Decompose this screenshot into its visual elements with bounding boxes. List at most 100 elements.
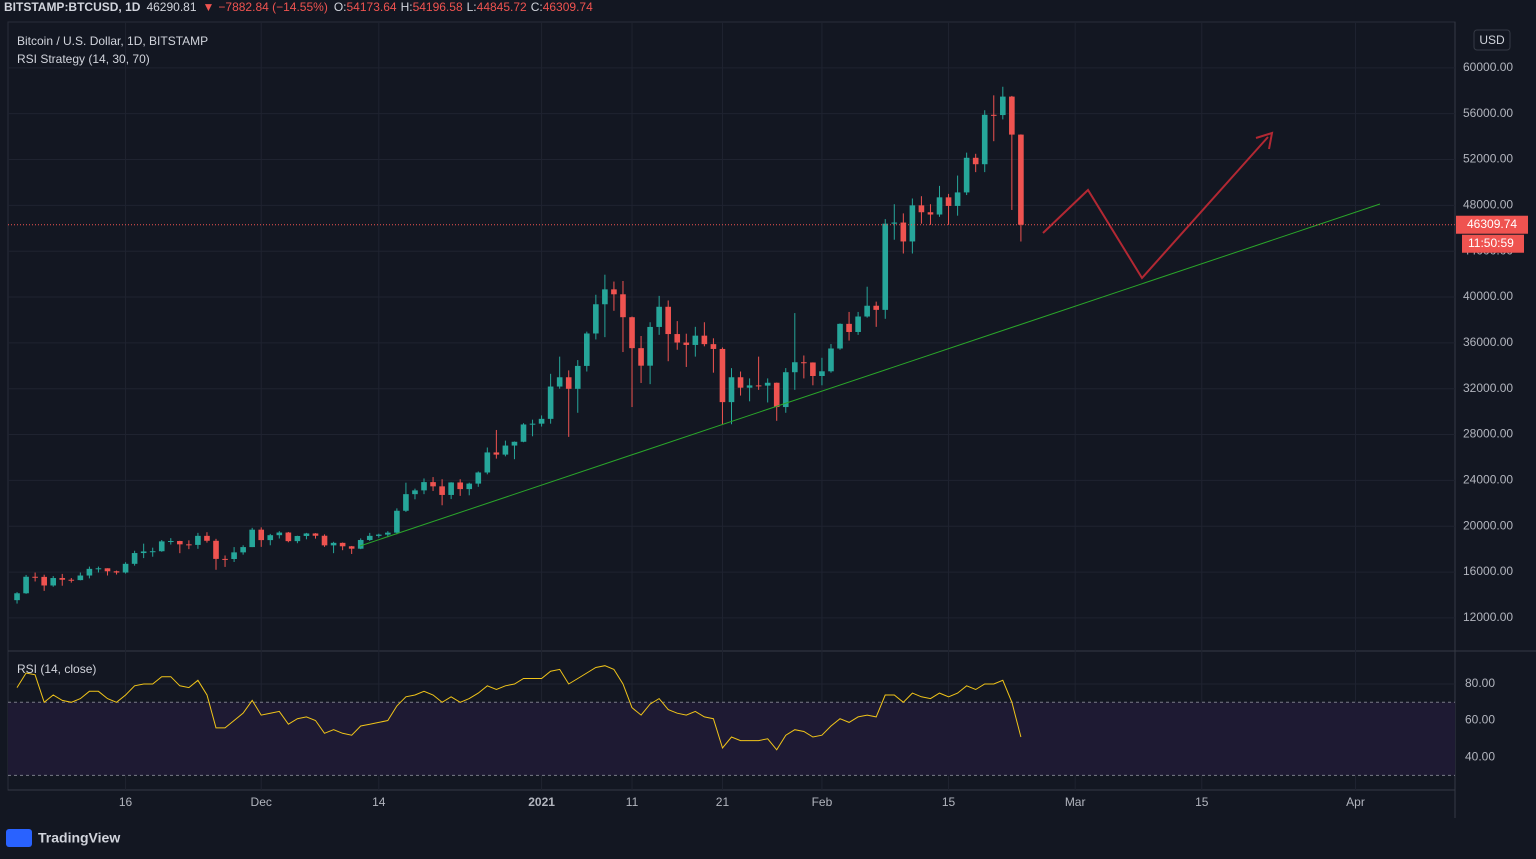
candle-body [177,541,183,545]
candle-body [529,423,536,425]
x-tick-label: Mar [1065,795,1086,809]
rsi-title: RSI (14, close) [17,662,96,676]
candle-body [213,540,219,559]
candle-body [348,546,355,549]
candle-body [737,377,744,388]
candle-body [900,222,907,242]
close-label: C: [531,0,543,14]
low-value: 44845.72 [477,0,527,14]
candle-body [855,316,861,332]
candle-body [710,344,717,349]
candle-body [1018,134,1024,225]
currency[interactable]: USD [1479,33,1505,47]
open-value: 54173.64 [347,0,397,14]
candle-body [502,445,509,455]
candle-body [104,568,111,572]
change: −7882.84 (−14.55%) [218,0,327,14]
trend-line[interactable] [359,203,1381,547]
footer-brand[interactable]: TradingView [38,830,120,846]
countdown-box [1462,234,1524,253]
candle-body [421,482,427,491]
candle-body [547,386,554,419]
candle-body [59,578,66,580]
candles [14,86,1024,604]
candle-body [240,547,246,553]
candle-body [927,212,934,215]
y-tick-label: 56000.00 [1463,106,1513,120]
candle-body [683,342,690,345]
candle-body [674,334,681,343]
candle-body [656,306,662,327]
candle-body [990,114,997,116]
y-tick-label: 28000.00 [1463,427,1513,441]
candle-body [755,385,762,387]
y-tick-label: 24000.00 [1463,473,1513,487]
candle-body [339,542,346,547]
candle-body [882,223,889,310]
candle-body [149,551,156,553]
projection-path[interactable] [1042,136,1269,280]
y-tick-label: 48000.00 [1463,198,1513,212]
x-tick-label: 21 [716,795,730,809]
candle-body [312,533,319,536]
candle-body [945,197,952,206]
close-value: 46309.74 [543,0,593,14]
rsi-tick-label: 80.00 [1465,676,1495,690]
open-label: O: [334,0,347,14]
candle-body [746,385,753,388]
candle-body [629,317,635,349]
y-tick-label: 16000.00 [1463,564,1513,578]
candle-body [122,563,129,573]
x-tick-label: Dec [251,795,272,809]
candle-body [357,539,364,549]
y-tick-label: 40000.00 [1463,289,1513,303]
candle-body [41,576,47,586]
candle-body [638,348,644,366]
x-tick-label: 15 [1195,795,1209,809]
candle-body [222,558,228,560]
candle-body [294,535,301,542]
high-label: H: [401,0,413,14]
candle-body [954,192,961,206]
rsi-band [8,701,1455,776]
candle-body [23,576,29,594]
candle-body [593,304,599,334]
candle-body [801,362,807,364]
candle-body [95,568,102,570]
chart-title: Bitcoin / U.S. Dollar, 1D, BITSTAMP [17,34,208,48]
candle-body [475,472,482,484]
candle-body [366,535,373,540]
candle-body [204,535,210,541]
x-tick-label: Feb [812,795,833,809]
candle-body [32,576,38,578]
candle-body [511,441,518,446]
candle-body [647,326,653,366]
currency-button[interactable] [1473,29,1511,51]
candle-body [412,490,418,495]
candle-body [77,575,84,581]
x-tick-label: Apr [1346,795,1365,809]
projection-arrowhead [1255,131,1274,150]
candle-body [665,306,671,335]
y-tick-label: 36000.00 [1463,335,1513,349]
rsi-tick-label: 60.00 [1465,713,1495,727]
low-label: L: [467,0,477,14]
rsi-tick-label: 40.00 [1465,749,1495,763]
candle-body [276,532,283,536]
candle-body [439,486,445,495]
candle-body [891,222,898,224]
candle-body [719,348,726,403]
symbol: BITSTAMP:BTCUSD, 1D [4,0,141,14]
last-price-label: 46309.74 [1467,217,1517,231]
candle-body [1000,96,1006,116]
candle-body [249,529,255,548]
countdown: 11:50:59 [1468,236,1514,250]
candle-body [403,494,409,511]
candle-body [819,371,825,376]
rsi-line [16,665,1022,751]
candle-body [828,348,834,372]
candle-body [167,541,174,543]
high-value: 54196.58 [413,0,463,14]
candle-body [385,532,391,535]
